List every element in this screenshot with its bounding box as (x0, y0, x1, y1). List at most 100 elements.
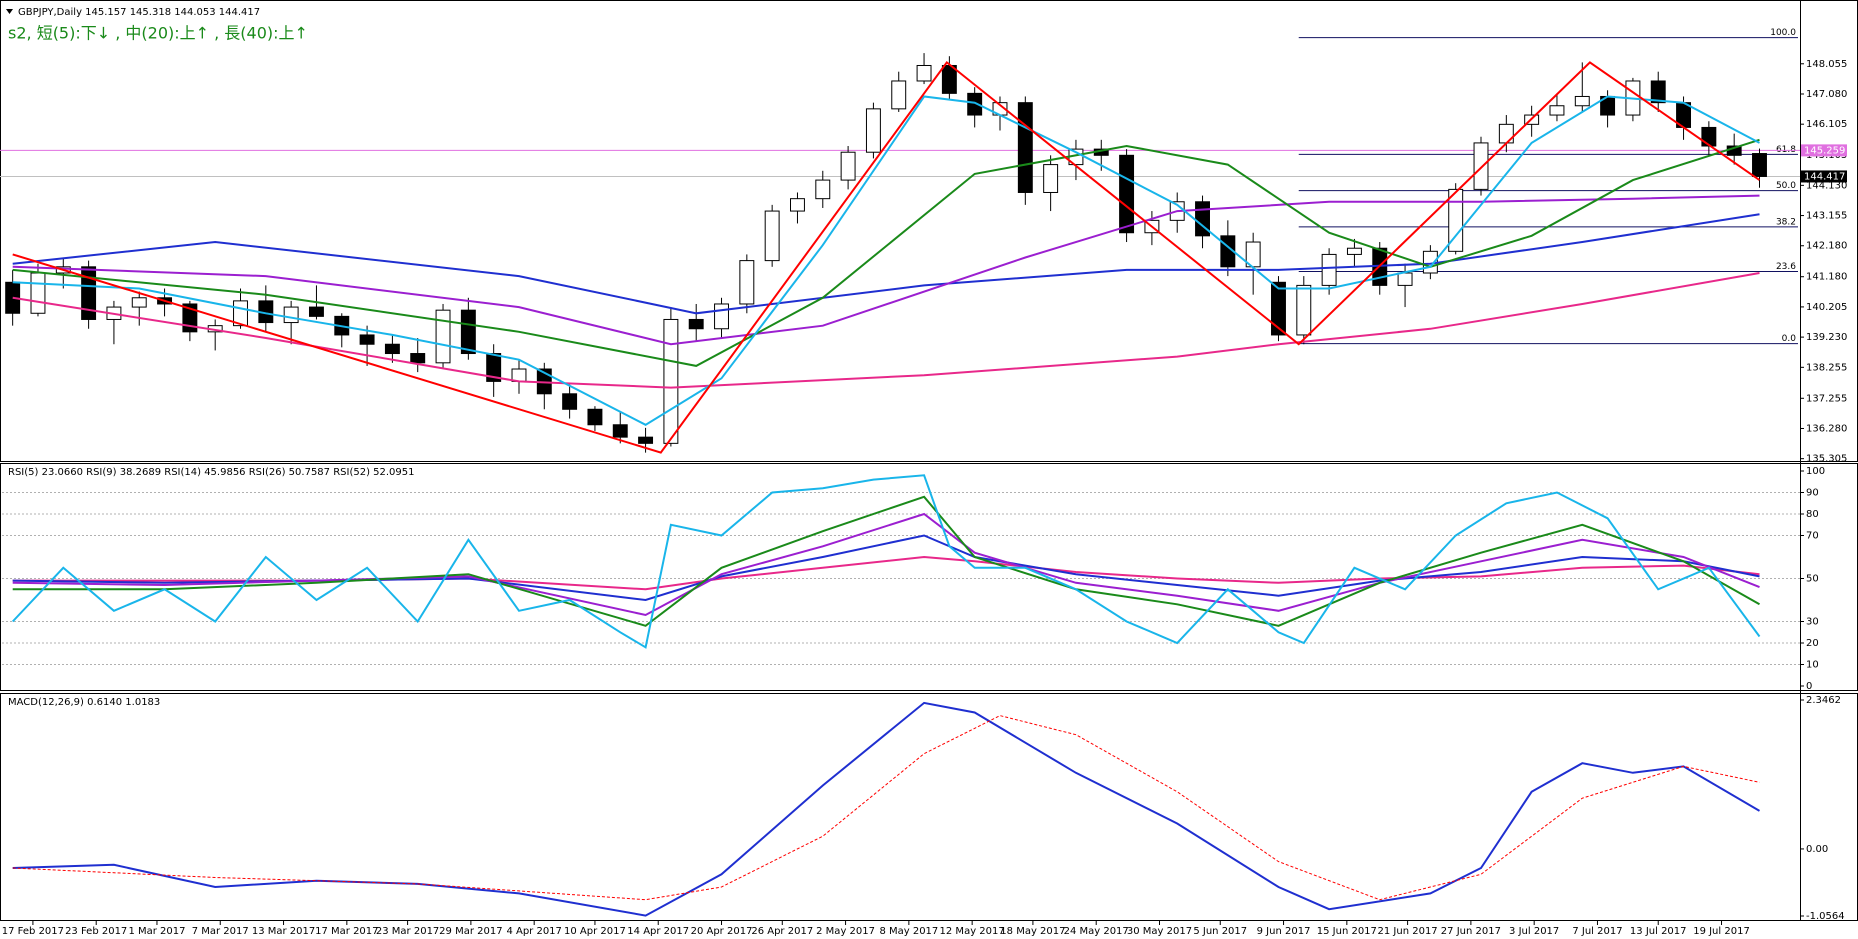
indicator-line (12, 138, 1760, 367)
candle-body (1119, 154, 1135, 234)
y-tick-label: 138.255 (1806, 362, 1847, 373)
x-tick-label: 30 May 2017 (1127, 926, 1192, 937)
price-label-box (1801, 170, 1847, 183)
indicator-line (12, 534, 1760, 602)
x-tick-label: 21 Jun 2017 (1378, 926, 1438, 937)
candle-body (81, 266, 97, 320)
candle-body (891, 80, 907, 110)
candle-body (460, 309, 476, 355)
candle-body (714, 303, 729, 330)
candle-body (1473, 142, 1489, 190)
indicator-line (12, 701, 1761, 917)
indicator-line (12, 60, 1761, 454)
x-tick-label: 1 Mar 2017 (128, 926, 185, 937)
candle-body (1701, 126, 1717, 147)
candle-body (435, 309, 451, 364)
rsi-legend: RSI(5) 23.0660 RSI(9) 38.2689 RSI(14) 45… (8, 467, 415, 478)
y-tick-label: 50 (1806, 574, 1819, 585)
indicator-line (11, 474, 1761, 649)
candle-body (1017, 102, 1033, 193)
candle-body (1574, 95, 1590, 107)
menu-arrow[interactable] (6, 9, 13, 14)
candle-body (941, 64, 957, 94)
indicator-line (12, 495, 1760, 627)
x-tick-label: 15 Jun 2017 (1317, 926, 1377, 937)
fib-label: 100.0 (1770, 28, 1796, 38)
candle-body (663, 318, 679, 444)
candle-body (1296, 284, 1312, 336)
x-tick-label: 12 May 2017 (940, 926, 1005, 937)
candle-body (511, 368, 527, 382)
y-tick-label: 141.180 (1806, 272, 1847, 283)
candle-body (638, 436, 654, 444)
fib-label: 23.6 (1776, 262, 1796, 272)
fib-label: 38.2 (1776, 217, 1796, 227)
y-tick-label: 0 (1806, 681, 1812, 692)
candle-body (739, 260, 755, 305)
candle-body (384, 343, 400, 355)
candle-body (1650, 80, 1666, 104)
y-tick-label: 140.205 (1806, 302, 1847, 313)
x-tick-label: 2 May 2017 (816, 926, 875, 937)
y-tick-label: 70 (1806, 531, 1819, 542)
y-tick-label: 144.130 (1806, 180, 1847, 191)
x-tick-label: 4 Apr 2017 (506, 926, 561, 937)
candle-body (1043, 164, 1059, 193)
candle-body (562, 393, 578, 410)
x-tick-label: 19 Jul 2017 (1693, 926, 1750, 937)
price-label: 144.417 (1804, 171, 1845, 182)
candle-body (612, 424, 628, 438)
indicator-line (12, 95, 1760, 426)
candle-body (1498, 123, 1514, 144)
x-tick-label: 9 Jun 2017 (1257, 926, 1311, 937)
x-tick-label: 7 Mar 2017 (192, 926, 249, 937)
candle-body (865, 108, 881, 153)
y-tick-label: 2.3462 (1806, 695, 1841, 706)
candle-body (790, 198, 805, 212)
x-tick-label: 23 Feb 2017 (65, 926, 127, 937)
candle-body (1752, 153, 1767, 177)
trend-annotation: s2, 短(5):下↓ , 中(20):上↑ , 長(40):上↑ (8, 24, 308, 43)
candle-body (131, 297, 147, 308)
y-tick-label: 10 (1806, 660, 1819, 671)
y-tick-label: 143.155 (1806, 211, 1847, 222)
candle-body (587, 408, 603, 426)
x-tick-label: 17 Mar 2017 (315, 926, 378, 937)
candle-body (1448, 188, 1464, 252)
candle-body (486, 353, 502, 382)
candle-body (283, 306, 299, 324)
y-tick-label: 139.230 (1806, 332, 1847, 343)
candle-body (967, 92, 983, 116)
candle-body (410, 353, 426, 364)
candle-body (5, 281, 21, 314)
macd-panel (0, 693, 1858, 921)
y-tick-label: 148.055 (1806, 59, 1847, 70)
x-tick-label: 7 Jul 2017 (1572, 926, 1622, 937)
candle-body (359, 334, 375, 345)
x-tick-label: 17 Feb 2017 (2, 926, 64, 937)
y-tick-label: 142.180 (1806, 241, 1847, 252)
candle-body (30, 272, 46, 314)
fib-label: 61.8 (1776, 145, 1796, 155)
indicator-line (12, 272, 1760, 389)
price-label-box (1801, 144, 1847, 157)
x-tick-label: 27 Jun 2017 (1441, 926, 1501, 937)
x-tick-label: 5 Jun 2017 (1193, 926, 1247, 937)
candle-body (1549, 105, 1565, 116)
symbol-header: GBPJPY,Daily 145.157 145.318 144.053 144… (18, 7, 260, 18)
candle-body (815, 179, 831, 200)
x-tick-label: 20 Apr 2017 (691, 926, 753, 937)
x-tick-label: 24 May 2017 (1064, 926, 1129, 937)
fib-label: 50.0 (1776, 181, 1796, 191)
x-tick-label: 18 May 2017 (1000, 926, 1065, 937)
y-tick-label: -1.0564 (1806, 911, 1845, 922)
y-tick-label: 135.305 (1806, 454, 1847, 465)
candle-body (1271, 281, 1286, 336)
indicator-line (12, 194, 1760, 346)
x-tick-label: 13 Jul 2017 (1630, 926, 1687, 937)
indicator-line (12, 715, 1760, 901)
x-tick-label: 29 Mar 2017 (439, 926, 502, 937)
candle-body (1346, 247, 1362, 255)
candle-body (1397, 272, 1413, 286)
